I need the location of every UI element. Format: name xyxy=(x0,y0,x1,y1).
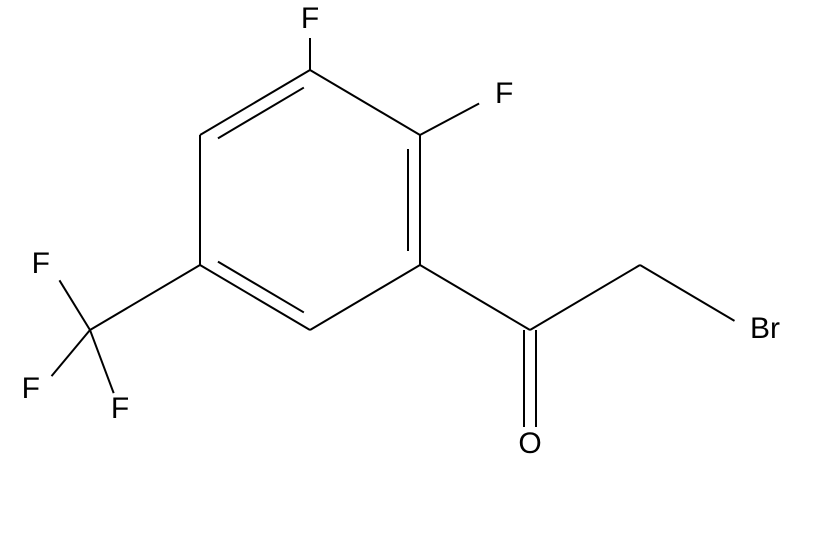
f_cf3_down-label: F xyxy=(111,392,129,425)
f_cf3_left-label: F xyxy=(22,372,40,405)
br-label: Br xyxy=(750,312,780,345)
f_top-label: F xyxy=(301,2,319,35)
f_cf3_up-label: F xyxy=(32,247,50,280)
o_co-label: O xyxy=(518,427,541,460)
f_tr-label: F xyxy=(495,77,513,110)
molecule-diagram: F F F F F O Br xyxy=(0,0,815,552)
